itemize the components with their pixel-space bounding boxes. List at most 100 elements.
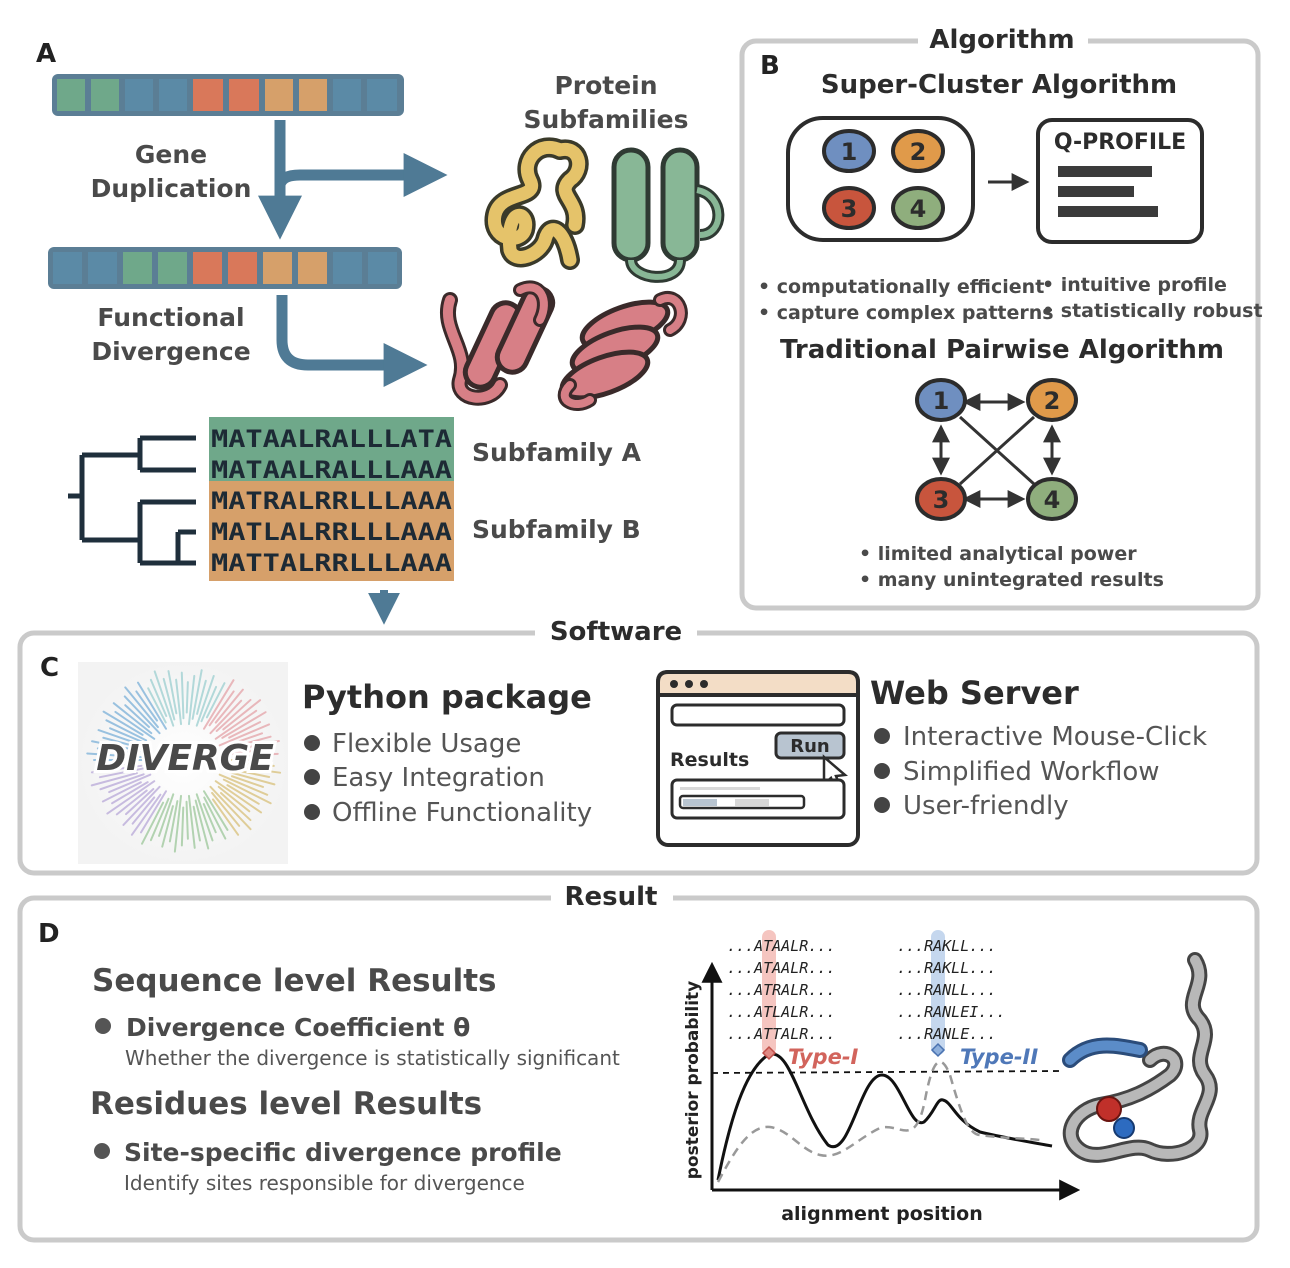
gene-bar-ancestral [52,74,404,116]
panel-c: Software C DIVERGE DIVERGE Python packag… [17,615,1260,876]
pairwise-bullet-2: • many unintegrated results [859,569,1164,591]
logo-ray [209,785,252,831]
logo-ray [106,780,156,815]
logo-ray [125,788,155,816]
result-section-title: Result [565,882,658,912]
python-item-3: Offline Functionality [332,798,592,828]
super-bullet-4: • statistically robust [1042,300,1263,322]
logo-ray [161,805,174,848]
subfamily-a-label: Subfamily A [472,438,642,467]
logo-ray [222,699,262,731]
sequence-level-title: Sequence level Results [92,963,497,999]
logo-ray [191,669,203,720]
cluster-node-4: 4 [910,195,927,223]
seq-item: Divergence Coefficient θ [126,1013,470,1042]
plot-sequence: ...ATAALR... [727,937,835,955]
python-item-1: Flexible Usage [332,729,521,759]
alignment-row: MATAALRALLLAAA [211,456,453,484]
res-desc: Identify sites responsible for divergenc… [124,1171,525,1195]
web-server-mock-window: Results Run [656,670,860,847]
logo-ray [232,735,272,748]
super-cluster-title: Super-Cluster Algorithm [821,70,1177,100]
logo-ray [124,704,151,729]
logo-ray [175,678,183,726]
logo-ray [202,803,217,834]
logo-ray [208,690,235,727]
plot-sequence: ...RANLEI... [897,1003,1005,1021]
type1-label: Type-I [788,1045,859,1069]
logo-ray [108,773,152,794]
logo-ray [102,710,144,736]
seq-bullet-dot [95,1018,111,1034]
logo-ray [203,790,229,831]
panel-b: Algorithm B Super-Cluster Algorithm 1 2 … [739,24,1263,611]
panel-d: Result D Sequence level Results Divergen… [17,880,1260,1243]
python-bullet-1-dot [304,735,320,751]
duplication-right-arrow [274,153,448,197]
cluster-node-3: 3 [841,195,858,223]
logo-ray [209,699,243,735]
type2-highlight [931,930,945,1055]
logo-ray [102,736,144,750]
plot-sequence: ...RAKLL... [897,959,996,977]
type1-marker [761,1045,777,1061]
x-axis-label: alignment position [781,1203,983,1225]
alignment-row: MATLALRRLLLAAA [211,518,453,546]
protein-pink-left-icon [440,280,556,406]
web-bullet-3-dot [874,797,890,813]
logo-ray [203,679,235,730]
logo-ray [99,773,145,791]
logo-ray [218,773,269,796]
logo-ray [180,806,185,847]
python-item-2: Easy Integration [332,763,545,793]
divergence-profile-plot: Type-I Type-II ...ATAALR... ...ATAALR....… [683,930,1081,1225]
mock-run-button[interactable] [774,731,846,760]
logo-ray [97,729,140,745]
logo-ray [137,681,167,730]
logo-ray [196,679,207,715]
logo-ray [214,688,244,724]
logo-ray [140,790,167,834]
logo-ray [185,800,189,840]
logo-ray [86,752,143,759]
logo-ray [221,711,267,739]
logo-ray [226,770,276,786]
logo-ray [149,797,170,842]
pair-node-1: 1 [933,387,950,415]
logo-ray [109,727,152,747]
logo-ray [221,740,280,754]
logo-ray [90,772,138,787]
protein-pink-right-icon [557,291,688,411]
mock-run-label: Run [790,736,830,757]
logo-ray [105,719,148,742]
subfamily-b-label: Subfamily B [472,515,641,544]
seq-desc: Whether the divergence is statistically … [125,1046,620,1070]
mock-results-label: Results [670,749,749,771]
logo-ray [122,785,161,826]
logo-ray [221,766,271,778]
logo-ray [90,764,143,774]
logo-ray [149,678,168,717]
type2-sequences: ...RAKLL... ...RAKLL... ...RANLL... ...RANL… [897,937,1005,1043]
res-item: Site-specific divergence profile [124,1138,562,1167]
logo-ray [222,778,272,805]
panel-c-letter: C [40,653,59,683]
diverge-logo-text-outline: DIVERGE [96,738,274,779]
logo-ray [173,794,183,853]
qprofile-label: Q-PROFILE [1054,130,1186,155]
logo-ray [233,752,279,758]
logo-ray [233,765,282,774]
gene-duplication-line1: Gene [135,140,207,169]
algorithm-section-title: Algorithm [929,25,1074,55]
logo-ray [227,761,275,767]
type2-label: Type-II [960,1045,1038,1069]
type1-highlight [762,930,776,1055]
plot-sequence: ...ATTALR... [727,1025,835,1043]
logo-ray [230,775,264,788]
web-item-1: Interactive Mouse-Click [903,722,1207,752]
pairwise-graph: 1 2 3 4 [915,378,1078,521]
protein-green-icon [611,147,725,283]
super-bullet-1: • computationally efficient [758,276,1044,298]
logo-ray [114,710,156,740]
logo-ray [96,747,137,755]
